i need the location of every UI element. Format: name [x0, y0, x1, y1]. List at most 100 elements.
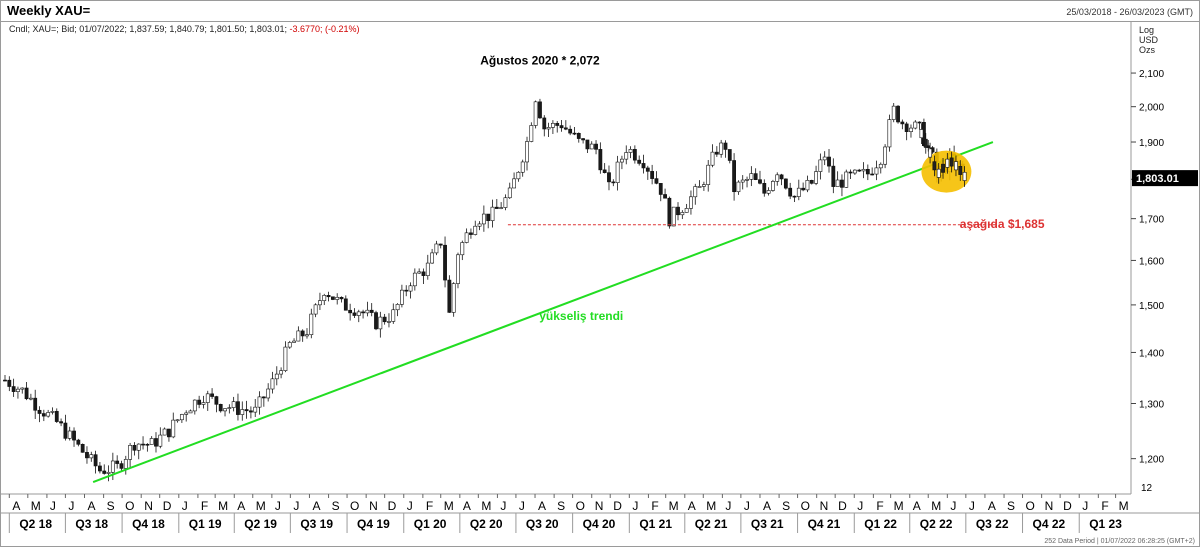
candle-body [227, 407, 232, 409]
candle-body [615, 161, 620, 183]
candle-body [788, 187, 793, 197]
candle-body [179, 414, 184, 421]
candle-body [417, 271, 422, 274]
candle-body [568, 128, 573, 134]
last-price-label: 1,803.01 [1136, 173, 1179, 185]
candle-body [54, 411, 59, 422]
candle-body [80, 444, 85, 453]
candle-body [945, 158, 950, 168]
candle-body [374, 312, 378, 330]
scale-type-label[interactable]: Log [1139, 25, 1155, 35]
candle-body [72, 430, 76, 441]
y-tick-label: 2,100 [1139, 69, 1164, 80]
month-label: A [538, 499, 546, 513]
candle-body [369, 309, 374, 313]
month-label: N [595, 499, 604, 513]
candle-body [805, 180, 810, 191]
candle-body [650, 171, 655, 179]
candle-body [24, 387, 29, 400]
month-label: O [801, 499, 810, 513]
candle-body [676, 206, 680, 216]
candle-body [300, 330, 305, 337]
candle-body [348, 309, 353, 314]
month-label: A [988, 499, 996, 513]
candle-body [145, 443, 150, 446]
candle-body [809, 180, 814, 184]
candle-body [654, 178, 659, 184]
month-label: A [763, 499, 771, 513]
candle-body [326, 295, 331, 298]
candle-body [494, 206, 499, 209]
candle-body [421, 271, 426, 276]
month-label: M [931, 499, 941, 513]
candle-body [11, 386, 16, 392]
candle-body [555, 122, 560, 126]
y-tick-label: 1,500 [1139, 301, 1164, 312]
candle-body [244, 409, 249, 412]
month-label: A [463, 499, 471, 513]
candle-body [412, 272, 417, 287]
month-label: M [1119, 499, 1129, 513]
candle-body [581, 138, 585, 141]
footer-status: 252 Data Period | 01/07/2022 06:28:25 (G… [1044, 538, 1195, 545]
candle-body [387, 321, 391, 323]
candle-body [732, 160, 736, 193]
candle-body [378, 316, 383, 330]
month-label: J [744, 499, 750, 513]
candle-body [900, 121, 905, 125]
candle-body [98, 465, 102, 472]
candle-body [923, 138, 928, 148]
candle-body [46, 412, 51, 417]
month-label: M [256, 499, 266, 513]
candle-body [680, 212, 685, 216]
ohlc-change: -3.6770; (-0.21%) [289, 24, 360, 34]
y-tick-label: 1,900 [1139, 138, 1164, 149]
y-tick-label: 1,300 [1139, 400, 1164, 411]
quarter-label: Q1 21 [639, 517, 672, 531]
candle-body [7, 379, 12, 387]
candle-body [525, 141, 529, 163]
candle-body [274, 373, 279, 380]
quarter-label: Q4 19 [357, 517, 390, 531]
candle-body [67, 430, 72, 439]
support-annotation: aşağıda $1,685 [960, 217, 1045, 231]
month-label: M [481, 499, 491, 513]
candle-body [464, 232, 469, 243]
candle-body [753, 173, 758, 180]
candle-body [335, 296, 340, 300]
candle-body [404, 289, 409, 292]
candle-body [408, 285, 413, 292]
candle-body [447, 279, 452, 313]
candle-body [909, 127, 913, 132]
candle-body [270, 378, 275, 390]
month-label: O [1026, 499, 1035, 513]
candle-body [110, 460, 115, 473]
candle-body [490, 206, 495, 221]
candle-body [115, 460, 120, 464]
candle-body [645, 167, 650, 172]
candle-body [585, 139, 590, 150]
candle-body [932, 161, 937, 171]
candle-body [477, 223, 482, 227]
candle-body [827, 156, 831, 167]
candle-body [520, 161, 525, 173]
candle-body [512, 178, 516, 189]
candle-body [689, 196, 693, 209]
candle-body [507, 187, 512, 199]
candle-body [382, 316, 387, 323]
month-label: M [669, 499, 679, 513]
candle-body [499, 207, 504, 209]
month-label: A [312, 499, 320, 513]
y-bottom-label: 12 [1141, 483, 1153, 494]
candle-body [240, 409, 245, 415]
candle-body [796, 187, 801, 197]
quarter-label: Q2 20 [470, 517, 503, 531]
month-label: S [107, 499, 115, 513]
candle-body [594, 143, 598, 150]
candle-body [822, 156, 827, 161]
candle-body [723, 142, 728, 150]
candle-body [503, 197, 508, 208]
quarter-label: Q1 20 [414, 517, 447, 531]
month-label: M [706, 499, 716, 513]
